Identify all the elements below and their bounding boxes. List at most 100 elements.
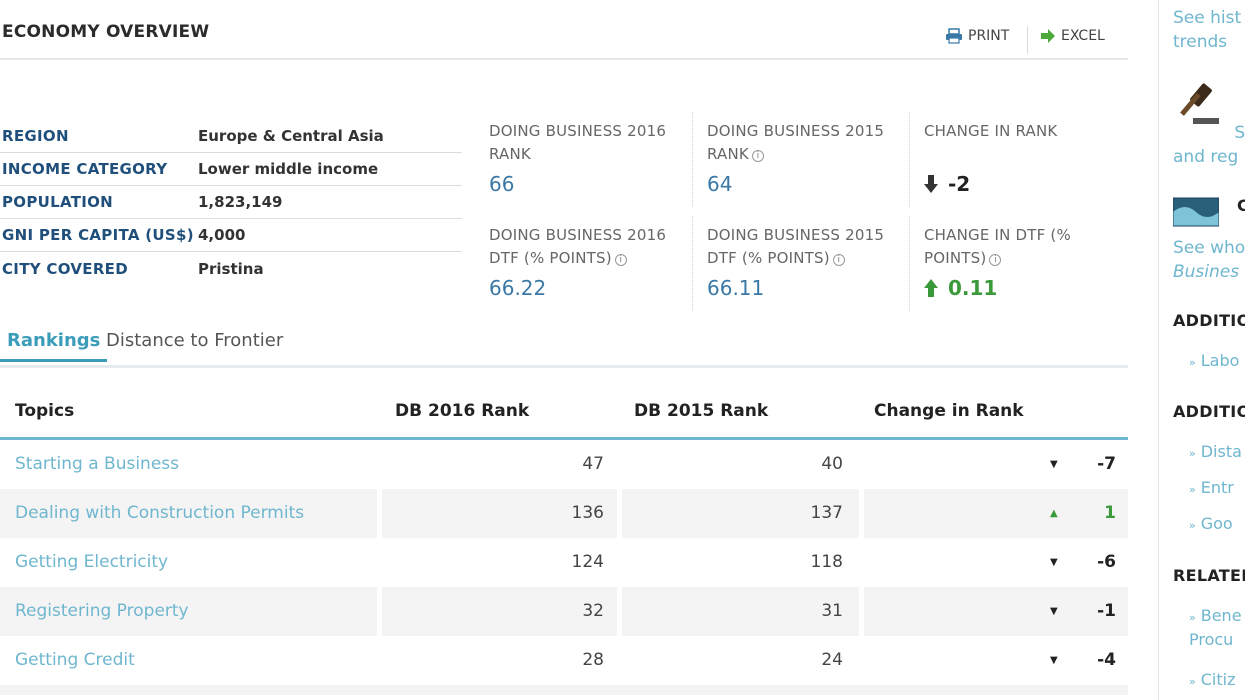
excel-label: EXCEL <box>1061 28 1105 44</box>
excel-button[interactable]: EXCEL <box>1040 28 1105 44</box>
column-gap <box>859 489 864 538</box>
historical-trends-link[interactable]: See hist trends <box>1173 6 1241 54</box>
rank-2015: 118 <box>810 552 843 572</box>
stat-db2016-dtf: DOING BUSINESS 2016 DTF (% POINTS) i 66.2… <box>475 216 690 311</box>
rank-2015: 40 <box>821 454 843 474</box>
link-text: See who <box>1173 238 1245 258</box>
sidebar-item-label: Bene <box>1200 606 1242 625</box>
partial-heading <box>1239 82 1245 101</box>
table-row: Dealing with Construction Permits 136 13… <box>0 489 1128 538</box>
link-text: trends <box>1173 32 1228 52</box>
info-row-gni: GNI PER CAPITA (US$) 4,000 <box>0 219 462 252</box>
column-gap <box>859 538 864 587</box>
stat-db2016-rank: DOING BUSINESS 2016 RANK 66 <box>475 112 690 207</box>
tab-bar: Rankings Distance to Frontier <box>0 326 1128 368</box>
rank-change-value: -1 <box>1097 601 1116 621</box>
see-who-link[interactable]: See who Busines <box>1173 236 1245 284</box>
excel-arrow-icon <box>1041 29 1055 43</box>
column-gap <box>617 538 622 587</box>
sidebar-item-label: Labo <box>1200 351 1240 370</box>
info-row-income: INCOME CATEGORY Lower middle income <box>0 153 462 186</box>
bullet-icon: » <box>1189 611 1196 624</box>
rank-2016: 32 <box>582 601 604 621</box>
sidebar-item-label: Dista <box>1200 442 1242 461</box>
print-button[interactable]: PRINT <box>945 28 1009 44</box>
info-value: 4,000 <box>198 226 246 244</box>
rank-change-value: -7 <box>1097 454 1116 474</box>
tab-rankings[interactable]: Rankings <box>0 330 108 362</box>
topic-link[interactable]: Getting Credit <box>15 650 135 670</box>
rank-2015: 31 <box>821 601 843 621</box>
stat-value: 66.22 <box>489 276 547 300</box>
economy-overview-panel: ECONOMY OVERVIEW PRINT EXCEL REGION Euro… <box>0 22 1128 695</box>
stat-label: CHANGE IN DTF (% POINTS) <box>924 226 1071 267</box>
sidebar-item-entrepreneurship[interactable]: » Entr <box>1189 478 1234 497</box>
bullet-icon: » <box>1189 356 1196 369</box>
info-icon[interactable]: i <box>989 254 1002 266</box>
up-arrow-icon <box>924 279 938 297</box>
column-gap <box>377 489 382 538</box>
sidebar-item-label: Goo <box>1200 514 1233 533</box>
topic-link[interactable]: Starting a Business <box>15 454 180 474</box>
rank-2016: 124 <box>571 552 604 572</box>
info-row-population: POPULATION 1,823,149 <box>0 186 462 219</box>
stat-label: DOING BUSINESS 2016 RANK <box>489 122 667 163</box>
sidebar-item-benchmarking[interactable]: » Bene Procu <box>1189 606 1242 649</box>
column-gap <box>859 636 864 685</box>
rank-change-value: -6 <box>1097 552 1116 572</box>
topic-link[interactable]: Registering Property <box>15 601 189 621</box>
col-header-topics[interactable]: Topics <box>15 401 75 421</box>
column-gap <box>377 587 382 636</box>
stat-value: 66 <box>489 172 515 196</box>
stat-value: 66.11 <box>707 276 765 300</box>
topic-link[interactable]: Dealing with Construction Permits <box>15 503 305 523</box>
stat-label: CHANGE IN RANK <box>924 122 1058 140</box>
topic-link[interactable]: Getting Electricity <box>15 552 169 572</box>
tab-distance-to-frontier[interactable]: Distance to Frontier <box>106 330 284 351</box>
rank-2016: 28 <box>582 650 604 670</box>
section-title: ECONOMY OVERVIEW <box>2 22 210 42</box>
sidebar-item-label: Entr <box>1200 478 1234 497</box>
stat-value: 0.11 <box>948 276 998 300</box>
col-header-db2016[interactable]: DB 2016 Rank <box>395 401 530 421</box>
column-gap <box>859 440 864 489</box>
stat-value: 64 <box>707 172 733 196</box>
stat-label: DOING BUSINESS 2016 DTF (% POINTS) <box>489 226 667 267</box>
additional-heading: ADDITIO <box>1173 311 1245 330</box>
rankings-table: Topics DB 2016 Rank DB 2015 Rank Change … <box>0 384 1128 695</box>
col-header-change[interactable]: Change in Rank <box>874 401 1024 421</box>
sidebar-item-labor[interactable]: » Labo <box>1189 351 1239 370</box>
rank-2015: 137 <box>810 503 843 523</box>
table-header: Topics DB 2016 Rank DB 2015 Rank Change … <box>0 384 1128 440</box>
down-arrow-icon: ▼ <box>1050 606 1058 617</box>
info-value: Europe & Central Asia <box>198 127 384 145</box>
info-label: CITY COVERED <box>2 259 128 278</box>
partial-link[interactable]: S <box>1229 123 1245 143</box>
info-value: Pristina <box>198 259 264 278</box>
and-regulations-link[interactable]: and reg <box>1173 147 1239 167</box>
rank-change: ▼ -7 <box>1050 440 1116 489</box>
sidebar-item-distance[interactable]: » Dista <box>1189 442 1242 461</box>
stat-label-wrap: DOING BUSINESS 2015 DTF (% POINTS) i <box>707 224 907 270</box>
rank-change: ▲ 1 <box>1050 489 1116 538</box>
sidebar-item-good[interactable]: » Goo <box>1189 514 1233 533</box>
economy-info-table: REGION Europe & Central Asia INCOME CATE… <box>0 120 462 285</box>
up-arrow-icon: ▲ <box>1050 508 1058 519</box>
stat-db2015-dtf: DOING BUSINESS 2015 DTF (% POINTS) i 66.1… <box>692 216 907 311</box>
sidebar-item-label: Procu <box>1189 630 1234 649</box>
info-icon[interactable]: i <box>832 254 845 266</box>
sidebar-item-citizen[interactable]: » Citiz <box>1189 670 1235 689</box>
stats-grid: DOING BUSINESS 2016 RANK 66 DOING BUSINE… <box>475 112 1125 312</box>
info-value: 1,823,149 <box>198 193 283 211</box>
link-text: Busines <box>1173 262 1240 282</box>
info-icon[interactable]: i <box>751 150 764 162</box>
column-gap <box>377 538 382 587</box>
partial-heading: C <box>1237 196 1245 215</box>
bullet-icon: » <box>1189 519 1196 532</box>
down-arrow-icon: ▼ <box>1050 655 1058 666</box>
info-icon[interactable]: i <box>614 254 627 266</box>
rank-change: ▼ -1 <box>1050 587 1116 636</box>
info-label: POPULATION <box>2 193 114 211</box>
stat-label-wrap: DOING BUSINESS 2016 DTF (% POINTS) i <box>489 224 690 270</box>
col-header-db2015[interactable]: DB 2015 Rank <box>634 401 769 421</box>
